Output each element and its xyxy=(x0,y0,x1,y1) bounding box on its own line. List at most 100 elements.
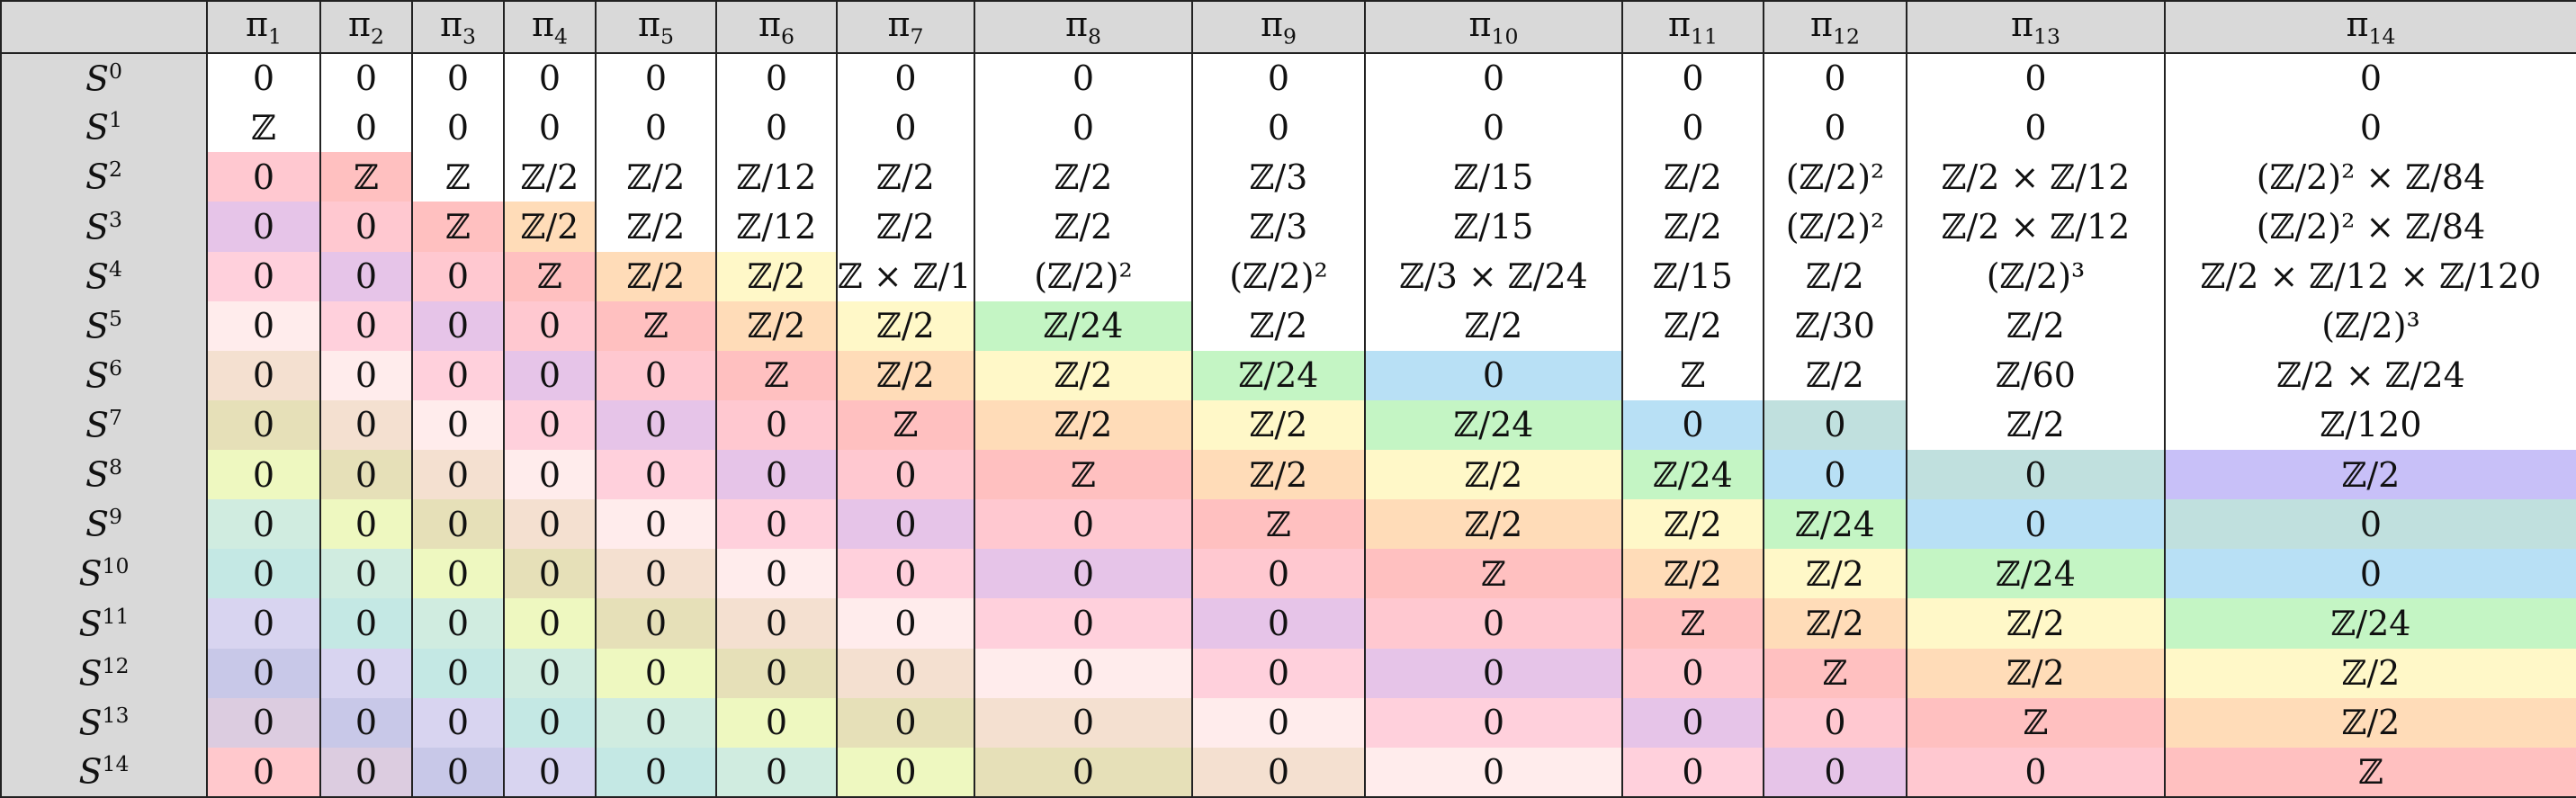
row-header-s11: S11 xyxy=(0,598,208,649)
column-symbol: π xyxy=(2011,4,2033,45)
row-header-s3: S3 xyxy=(0,202,208,252)
table-cell: ℤ/24 xyxy=(2164,598,2576,649)
table-cell: ℤ/2 xyxy=(1763,251,1907,301)
table-cell: 0 xyxy=(206,549,321,599)
table-cell: 0 xyxy=(206,53,321,103)
table-cell: ℤ/2 xyxy=(1763,598,1907,649)
table-cell: ℤ/2 xyxy=(974,202,1193,252)
column-header-pi-5: π5 xyxy=(595,0,717,54)
table-cell: 0 xyxy=(503,53,597,103)
table-cell: 0 xyxy=(503,300,597,351)
column-symbol: π xyxy=(1810,4,1833,45)
table-cell: ℤ/2 xyxy=(1906,300,2166,351)
table-cell: 0 xyxy=(1364,697,1623,748)
table-cell: ℤ/2 × ℤ/12 xyxy=(1906,202,2166,252)
table-cell: 0 xyxy=(1364,350,1623,400)
table-cell: 0 xyxy=(503,450,597,500)
table-cell: ℤ/24 xyxy=(1364,399,1623,450)
table-cell: 0 xyxy=(206,399,321,450)
row-superscript: 7 xyxy=(109,405,123,431)
table-cell: (ℤ/2)² xyxy=(974,251,1193,301)
table-cell: 0 xyxy=(595,450,717,500)
table-cell: 0 xyxy=(319,103,413,153)
table-cell: ℤ/2 xyxy=(2164,648,2576,698)
table-cell: 0 xyxy=(974,697,1193,748)
column-header-pi-10: π10 xyxy=(1364,0,1623,54)
table-cell: 0 xyxy=(836,697,975,748)
column-header-pi-13: π13 xyxy=(1906,0,2166,54)
table-cell: ℤ/3 xyxy=(1191,152,1366,202)
table-cell: 0 xyxy=(411,549,505,599)
column-header-pi-11: π11 xyxy=(1621,0,1764,54)
row-symbol: S xyxy=(85,505,110,545)
table-cell: ℤ/2 xyxy=(974,399,1193,450)
table-cell: ℤ xyxy=(1906,697,2166,748)
table-cell: ℤ/2 xyxy=(1763,350,1907,400)
column-subscript: 2 xyxy=(371,23,384,49)
table-cell: 0 xyxy=(319,300,413,351)
table-row-s12: S12 0 0 0 0 0 0 0 0 0 0 0 ℤ ℤ/2 ℤ/2 xyxy=(0,648,2576,698)
table-cell: ℤ xyxy=(411,152,505,202)
table-cell: ℤ/2 xyxy=(1906,598,2166,649)
table-cell: 0 xyxy=(319,202,413,252)
table-cell: 0 xyxy=(1364,747,1623,798)
row-symbol: S xyxy=(85,256,110,297)
table-row-s3: S3 0 0 ℤ ℤ/2 ℤ/2 ℤ/12 ℤ/2 ℤ/2 ℤ/3 ℤ/15 ℤ/2 (ℤ/2)² ℤ/2… xyxy=(0,202,2576,252)
table-cell: ℤ/2 xyxy=(715,251,838,301)
table-cell: 0 xyxy=(503,499,597,550)
row-symbol: S xyxy=(85,58,110,99)
table-cell: 0 xyxy=(715,747,838,798)
table-cell: ℤ/2 xyxy=(1191,300,1366,351)
table-cell: 0 xyxy=(206,251,321,301)
row-superscript: 13 xyxy=(102,702,130,728)
table-cell: ℤ/2 xyxy=(1906,399,2166,450)
table-row-s5: S5 0 0 0 0 ℤ ℤ/2 ℤ/2 ℤ/24 ℤ/2 ℤ/2 ℤ/2 ℤ/30 ℤ/2 (ℤ/2)³ xyxy=(0,300,2576,351)
column-subscript: 7 xyxy=(910,23,924,49)
table-cell: ℤ/2 xyxy=(1621,202,1764,252)
table-row-s13: S13 0 0 0 0 0 0 0 0 0 0 0 0 ℤ ℤ/2 xyxy=(0,697,2576,748)
table-cell: ℤ xyxy=(503,251,597,301)
table-cell: 0 xyxy=(206,747,321,798)
table-cell: ℤ/3 × ℤ/24 xyxy=(1364,251,1623,301)
table-cell: 0 xyxy=(411,648,505,698)
table-cell: 0 xyxy=(595,598,717,649)
table-cell: 0 xyxy=(411,103,505,153)
table-cell: 0 xyxy=(595,399,717,450)
table-cell: 0 xyxy=(715,598,838,649)
table-cell: ℤ/2 xyxy=(1191,450,1366,500)
row-header-s2: S2 xyxy=(0,152,208,202)
table-cell: 0 xyxy=(411,251,505,301)
row-symbol: S xyxy=(85,157,110,198)
table-cell: 0 xyxy=(1621,399,1764,450)
table-cell: 0 xyxy=(503,549,597,599)
row-superscript: 2 xyxy=(109,157,123,183)
row-header-s10: S10 xyxy=(0,549,208,599)
table-cell: 0 xyxy=(1621,697,1764,748)
table-cell: ℤ/15 xyxy=(1621,251,1764,301)
column-subscript: 5 xyxy=(660,23,674,49)
table-cell: ℤ xyxy=(715,350,838,400)
column-header-pi-7: π7 xyxy=(836,0,975,54)
row-symbol: S xyxy=(78,653,103,694)
table-cell: 0 xyxy=(1191,697,1366,748)
row-header-s8: S8 xyxy=(0,450,208,500)
table-cell: 0 xyxy=(595,103,717,153)
table-cell: 0 xyxy=(503,103,597,153)
table-cell: ℤ/2 × ℤ/12 xyxy=(1906,152,2166,202)
table-body: S0 0 0 0 0 0 0 0 0 0 0 0 0 0 0 S1 ℤ 0 0 0 0 0 0 0 0 0 0 0 0 0 S2 0 ℤ ℤ ℤ/2… xyxy=(0,53,2576,798)
table-row-s0: S0 0 0 0 0 0 0 0 0 0 0 0 0 0 0 xyxy=(0,53,2576,103)
table-cell: 0 xyxy=(411,697,505,748)
table-cell: 0 xyxy=(319,399,413,450)
table-cell: 0 xyxy=(1621,103,1764,153)
column-subscript: 1 xyxy=(268,23,282,49)
table-cell: ℤ/2 xyxy=(1621,152,1764,202)
table-cell: 0 xyxy=(1906,499,2166,550)
table-cell: 0 xyxy=(319,747,413,798)
table-cell: ℤ/2 xyxy=(1191,399,1366,450)
table-cell: ℤ xyxy=(1621,350,1764,400)
row-superscript: 1 xyxy=(109,107,123,133)
table-cell: ℤ/24 xyxy=(1621,450,1764,500)
table-cell: 0 xyxy=(1763,399,1907,450)
table-cell: 0 xyxy=(1191,747,1366,798)
